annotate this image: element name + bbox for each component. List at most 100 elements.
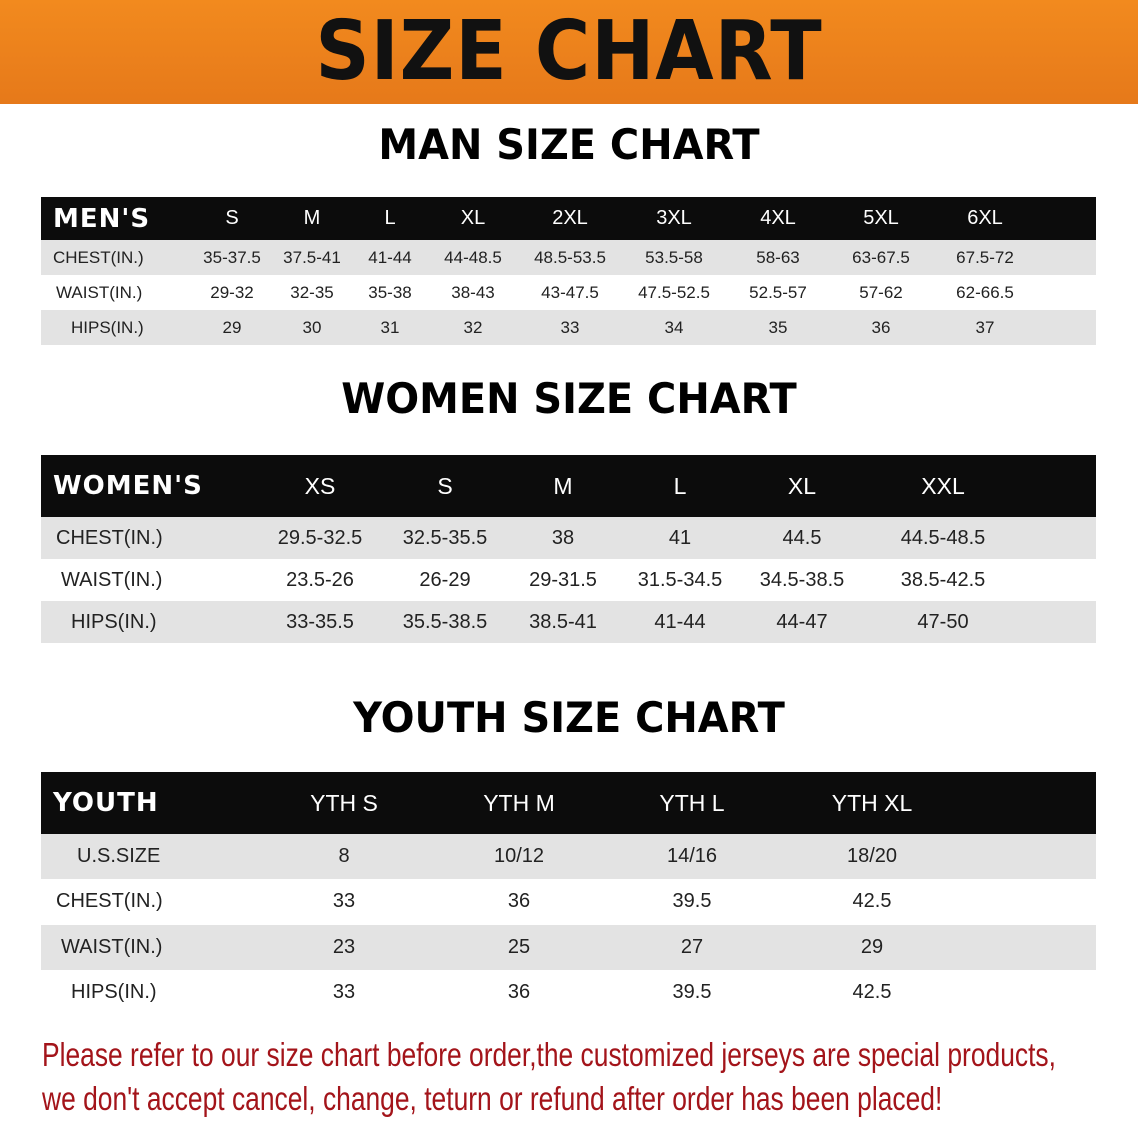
youth-table-cell: 33 [332, 890, 356, 913]
women-table-cell: 44-47 [776, 610, 828, 633]
women-size-header: L [673, 472, 687, 499]
youth-table-cell: 10/12 [493, 845, 545, 868]
women-table-cell: 26-29 [419, 568, 471, 591]
youth-table-cell: 39.5 [672, 981, 712, 1004]
women-header-row: WOMEN'S XS S M L XL XXL [41, 455, 1096, 517]
men-table-cell: 37.5-41 [283, 247, 341, 267]
men-table-cell: 62-66.5 [956, 282, 1014, 302]
youth-size-header: YTH M [483, 789, 555, 816]
youth-table-cell: 8 [338, 845, 350, 868]
youth-table-cell: 29 [860, 935, 884, 958]
women-table-cell: 23.5-26 [286, 568, 354, 591]
women-table-cell: 44.5-48.5 [900, 526, 986, 549]
women-table-cell: 32.5-35.5 [402, 526, 488, 549]
women-table-cell: 41 [668, 526, 692, 549]
men-table-cell: 29-32 [210, 282, 254, 302]
youth-table-cell: 25 [507, 935, 531, 958]
women-table-cell: 34.5-38.5 [759, 568, 845, 591]
men-header-row: MEN'S S M L XL 2XL 3XL 4XL 5XL 6XL [41, 197, 1096, 240]
notice-line-1: Please refer to our size chart before or… [42, 1036, 1056, 1073]
banner: SIZE CHART [0, 0, 1138, 104]
women-table-cell: 33-35.5 [286, 610, 354, 633]
men-header-label: MEN'S [53, 203, 151, 234]
youth-row-label: WAIST(IN.) [61, 935, 163, 958]
youth-section-title: YOUTH SIZE CHART [353, 693, 785, 742]
men-size-header: 6XL [967, 207, 1003, 229]
men-row-label: HIPS(IN.) [71, 317, 144, 337]
notice-line-2: we don't accept cancel, change, teturn o… [42, 1080, 943, 1117]
women-section-title: WOMEN SIZE CHART [341, 374, 797, 423]
men-size-table: MEN'S S M L XL 2XL 3XL 4XL 5XL 6XL CHEST(IN.) 35-37… [41, 197, 1096, 346]
men-table-cell: 37 [975, 317, 995, 337]
men-size-header: L [384, 207, 396, 229]
women-table-row: WAIST(IN.) 23.5-26 26-29 29-31.5 31.5-34.5 34… [41, 559, 1096, 601]
youth-header-row: YOUTH YTH S YTH M YTH L YTH XL [41, 772, 1096, 834]
women-table-cell: 47-50 [917, 610, 969, 633]
men-size-header: M [303, 207, 321, 229]
men-table-cell: 35 [768, 317, 788, 337]
men-size-header: 3XL [656, 207, 692, 229]
youth-size-header: YTH L [659, 789, 725, 816]
men-size-header: 5XL [863, 207, 899, 229]
women-table-row: HIPS(IN.) 33-35.5 35.5-38.5 38.5-41 41-44 44-… [41, 601, 1096, 643]
men-table-cell: 67.5-72 [956, 247, 1014, 267]
women-table-row: CHEST(IN.) 29.5-32.5 32.5-35.5 38 41 44.5 44.5… [41, 517, 1096, 559]
youth-table-row: WAIST(IN.) 23 25 27 29 [41, 924, 1096, 970]
youth-table-cell: 18/20 [846, 845, 898, 868]
women-table-cell: 38.5-42.5 [900, 568, 986, 591]
men-table-cell: 31 [380, 317, 400, 337]
men-row-label: WAIST(IN.) [56, 282, 143, 302]
men-section-title: MAN SIZE CHART [378, 120, 760, 169]
women-table-cell: 35.5-38.5 [402, 610, 488, 633]
women-size-header: XL [787, 472, 817, 499]
men-table-cell: 48.5-53.5 [534, 247, 606, 267]
men-table-cell: 32-35 [290, 282, 334, 302]
men-table-cell: 57-62 [859, 282, 903, 302]
youth-row-label: HIPS(IN.) [71, 981, 157, 1004]
men-table-row: HIPS(IN.) 29 30 31 32 33 34 35 36 37 [41, 310, 1096, 345]
youth-table-row: U.S.SIZE 8 10/12 14/16 18/20 [41, 834, 1096, 880]
women-table-cell: 41-44 [654, 610, 706, 633]
youth-table-cell: 42.5 [852, 890, 892, 913]
men-table-cell: 43-47.5 [541, 282, 599, 302]
men-table-cell: 53.5-58 [645, 247, 703, 267]
men-table-cell: 35-38 [368, 282, 412, 302]
men-table-row: CHEST(IN.) 35-37.5 37.5-41 41-44 44-48.5 48.5… [41, 240, 1096, 275]
women-header-label: WOMEN'S [53, 471, 203, 501]
youth-table-cell: 36 [507, 890, 531, 913]
youth-table-cell: 42.5 [852, 981, 892, 1004]
men-table-cell: 35-37.5 [203, 247, 261, 267]
women-size-header: S [437, 472, 453, 499]
women-row-label: WAIST(IN.) [61, 568, 163, 591]
youth-header-label: YOUTH [53, 788, 159, 818]
women-row-label: CHEST(IN.) [56, 526, 163, 549]
women-size-table: WOMEN'S XS S M L XL XXL CHEST(IN.) 29.5-32.5 32.5… [41, 455, 1096, 644]
youth-table-cell: 33 [332, 981, 356, 1004]
youth-table-cell: 27 [680, 935, 704, 958]
men-table-cell: 47.5-52.5 [638, 282, 710, 302]
men-table-cell: 41-44 [368, 247, 412, 267]
men-table-cell: 44-48.5 [444, 247, 502, 267]
women-table-cell: 29.5-32.5 [277, 526, 363, 549]
youth-table-cell: 14/16 [666, 845, 718, 868]
men-table-cell: 30 [302, 317, 322, 337]
men-table-cell: 36 [871, 317, 891, 337]
men-row-label: CHEST(IN.) [53, 247, 144, 267]
men-table-cell: 34 [664, 317, 684, 337]
youth-row-label: U.S.SIZE [77, 845, 161, 868]
women-row-label: HIPS(IN.) [71, 610, 157, 633]
women-table-cell: 38 [551, 526, 575, 549]
banner-title: SIZE CHART [315, 4, 823, 99]
youth-table-cell: 39.5 [672, 890, 712, 913]
women-size-header: XXL [921, 472, 965, 499]
women-table-cell: 29-31.5 [529, 568, 597, 591]
men-table-cell: 29 [222, 317, 242, 337]
women-size-header: M [553, 472, 573, 499]
men-table-cell: 38-43 [451, 282, 495, 302]
women-table-cell: 44.5 [782, 526, 822, 549]
men-size-header: XL [460, 207, 486, 229]
men-table-cell: 33 [560, 317, 580, 337]
men-size-header: 4XL [760, 207, 796, 229]
youth-table-row: CHEST(IN.) 33 36 39.5 42.5 [41, 879, 1096, 924]
women-size-header: XS [304, 472, 336, 499]
